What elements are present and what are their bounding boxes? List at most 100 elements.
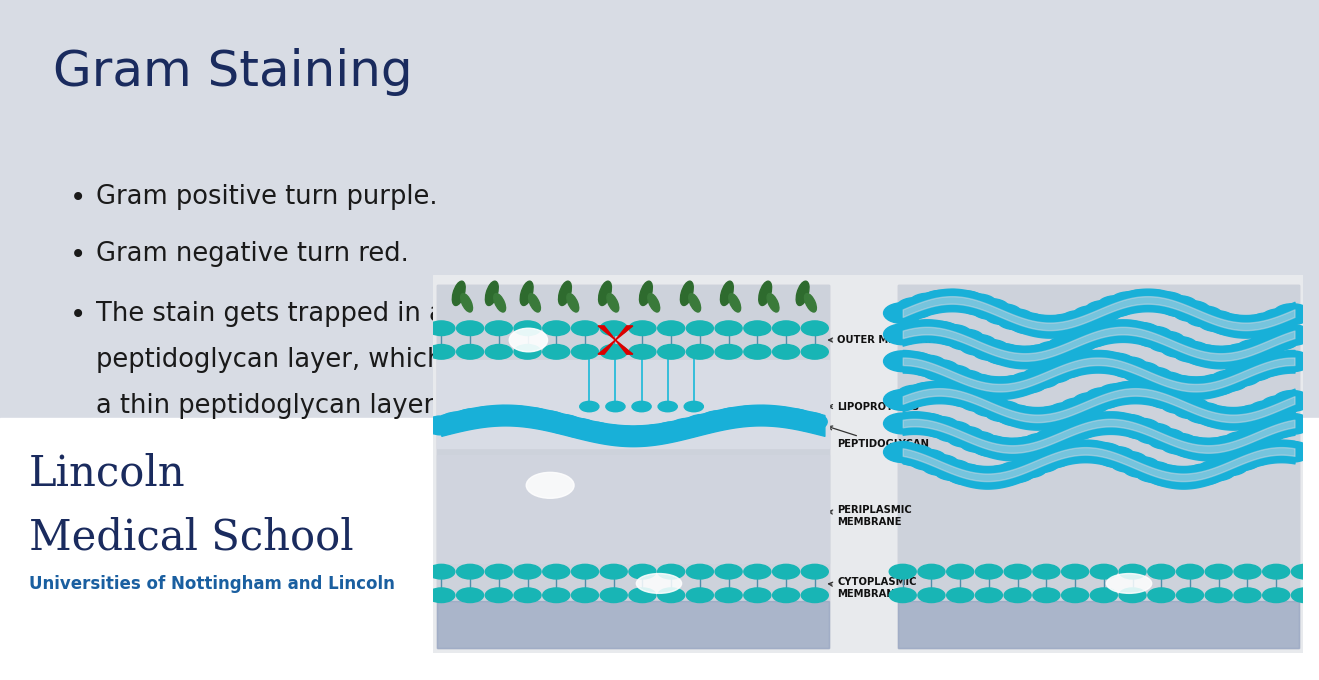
Circle shape (884, 351, 922, 372)
Circle shape (773, 588, 799, 602)
Circle shape (1047, 357, 1086, 378)
Circle shape (909, 293, 947, 314)
Circle shape (1084, 322, 1122, 343)
Circle shape (1034, 341, 1072, 362)
Circle shape (1261, 441, 1299, 461)
Circle shape (1084, 443, 1122, 464)
Circle shape (1134, 326, 1173, 347)
Circle shape (542, 321, 570, 335)
Circle shape (918, 564, 944, 579)
Text: Gram negative turn red.: Gram negative turn red. (96, 241, 409, 267)
Circle shape (918, 588, 944, 602)
Text: Gram positive turn purple.: Gram positive turn purple. (96, 184, 438, 209)
Circle shape (456, 321, 484, 335)
Circle shape (1210, 455, 1249, 476)
Circle shape (934, 290, 972, 310)
Text: PEPTIDOGLYCAN: PEPTIDOGLYCAN (828, 426, 930, 449)
Bar (437, 285, 828, 648)
Ellipse shape (681, 281, 694, 305)
Circle shape (1122, 418, 1161, 439)
Circle shape (1159, 375, 1198, 396)
Circle shape (1059, 354, 1097, 374)
Circle shape (921, 417, 959, 437)
Circle shape (423, 416, 459, 435)
Ellipse shape (1107, 573, 1151, 594)
Circle shape (1033, 564, 1060, 579)
Ellipse shape (636, 573, 682, 594)
Circle shape (909, 413, 947, 435)
Circle shape (921, 455, 959, 475)
Text: LIPOPROTEINS: LIPOPROTEINS (828, 402, 919, 411)
Circle shape (1159, 466, 1198, 488)
Circle shape (658, 564, 685, 579)
Circle shape (514, 588, 541, 602)
Circle shape (1119, 588, 1146, 602)
Ellipse shape (509, 328, 547, 352)
Circle shape (470, 407, 505, 426)
Circle shape (670, 418, 704, 437)
Circle shape (455, 409, 489, 428)
Circle shape (456, 345, 484, 359)
Circle shape (984, 304, 1022, 324)
Circle shape (1033, 588, 1060, 602)
Circle shape (624, 426, 658, 445)
Circle shape (485, 406, 520, 424)
Circle shape (947, 588, 973, 602)
Circle shape (1072, 392, 1111, 413)
Circle shape (984, 401, 1022, 422)
Circle shape (1261, 352, 1299, 373)
Bar (437, 601, 828, 648)
Circle shape (658, 588, 685, 602)
Circle shape (1059, 441, 1097, 462)
Circle shape (1034, 362, 1072, 383)
Circle shape (909, 320, 947, 341)
Circle shape (934, 383, 972, 403)
Circle shape (1184, 439, 1223, 459)
Circle shape (1173, 301, 1211, 322)
Circle shape (1148, 588, 1175, 602)
Circle shape (1097, 384, 1136, 405)
Circle shape (747, 406, 781, 424)
Circle shape (600, 564, 628, 579)
Circle shape (1248, 422, 1286, 442)
Circle shape (1223, 407, 1261, 428)
Circle shape (972, 299, 1010, 320)
Ellipse shape (485, 281, 499, 305)
Circle shape (1236, 426, 1274, 447)
Circle shape (976, 564, 1002, 579)
Circle shape (1210, 436, 1249, 456)
Circle shape (934, 460, 972, 481)
Circle shape (773, 321, 799, 335)
Circle shape (1261, 309, 1299, 330)
Circle shape (744, 564, 770, 579)
Ellipse shape (729, 294, 741, 312)
Ellipse shape (452, 281, 466, 305)
Circle shape (580, 401, 599, 411)
Circle shape (744, 588, 770, 602)
Circle shape (884, 303, 922, 324)
Circle shape (1109, 320, 1148, 341)
Circle shape (600, 345, 628, 359)
Circle shape (1273, 390, 1311, 411)
Circle shape (1210, 408, 1249, 428)
Circle shape (1198, 311, 1236, 331)
Circle shape (1084, 301, 1122, 322)
Circle shape (1223, 365, 1261, 386)
Circle shape (909, 382, 947, 403)
Bar (437, 285, 828, 648)
Circle shape (946, 464, 985, 485)
Circle shape (501, 406, 536, 425)
Circle shape (1261, 396, 1299, 417)
Circle shape (1004, 588, 1031, 602)
Text: peptidoglycan layer, which surrounds the cell. Gram-negative bacteria have: peptidoglycan layer, which surrounds the… (96, 347, 1079, 373)
Circle shape (1173, 377, 1211, 398)
Circle shape (1122, 362, 1161, 383)
Circle shape (1009, 313, 1047, 334)
Circle shape (802, 588, 828, 602)
Text: The stain gets trapped in a thick, cross-linked, meshlike structure, the: The stain gets trapped in a thick, cross… (96, 301, 1001, 326)
Circle shape (1261, 329, 1299, 350)
Text: •: • (70, 301, 86, 328)
Circle shape (1084, 351, 1122, 372)
Circle shape (608, 426, 642, 445)
Circle shape (427, 321, 455, 335)
